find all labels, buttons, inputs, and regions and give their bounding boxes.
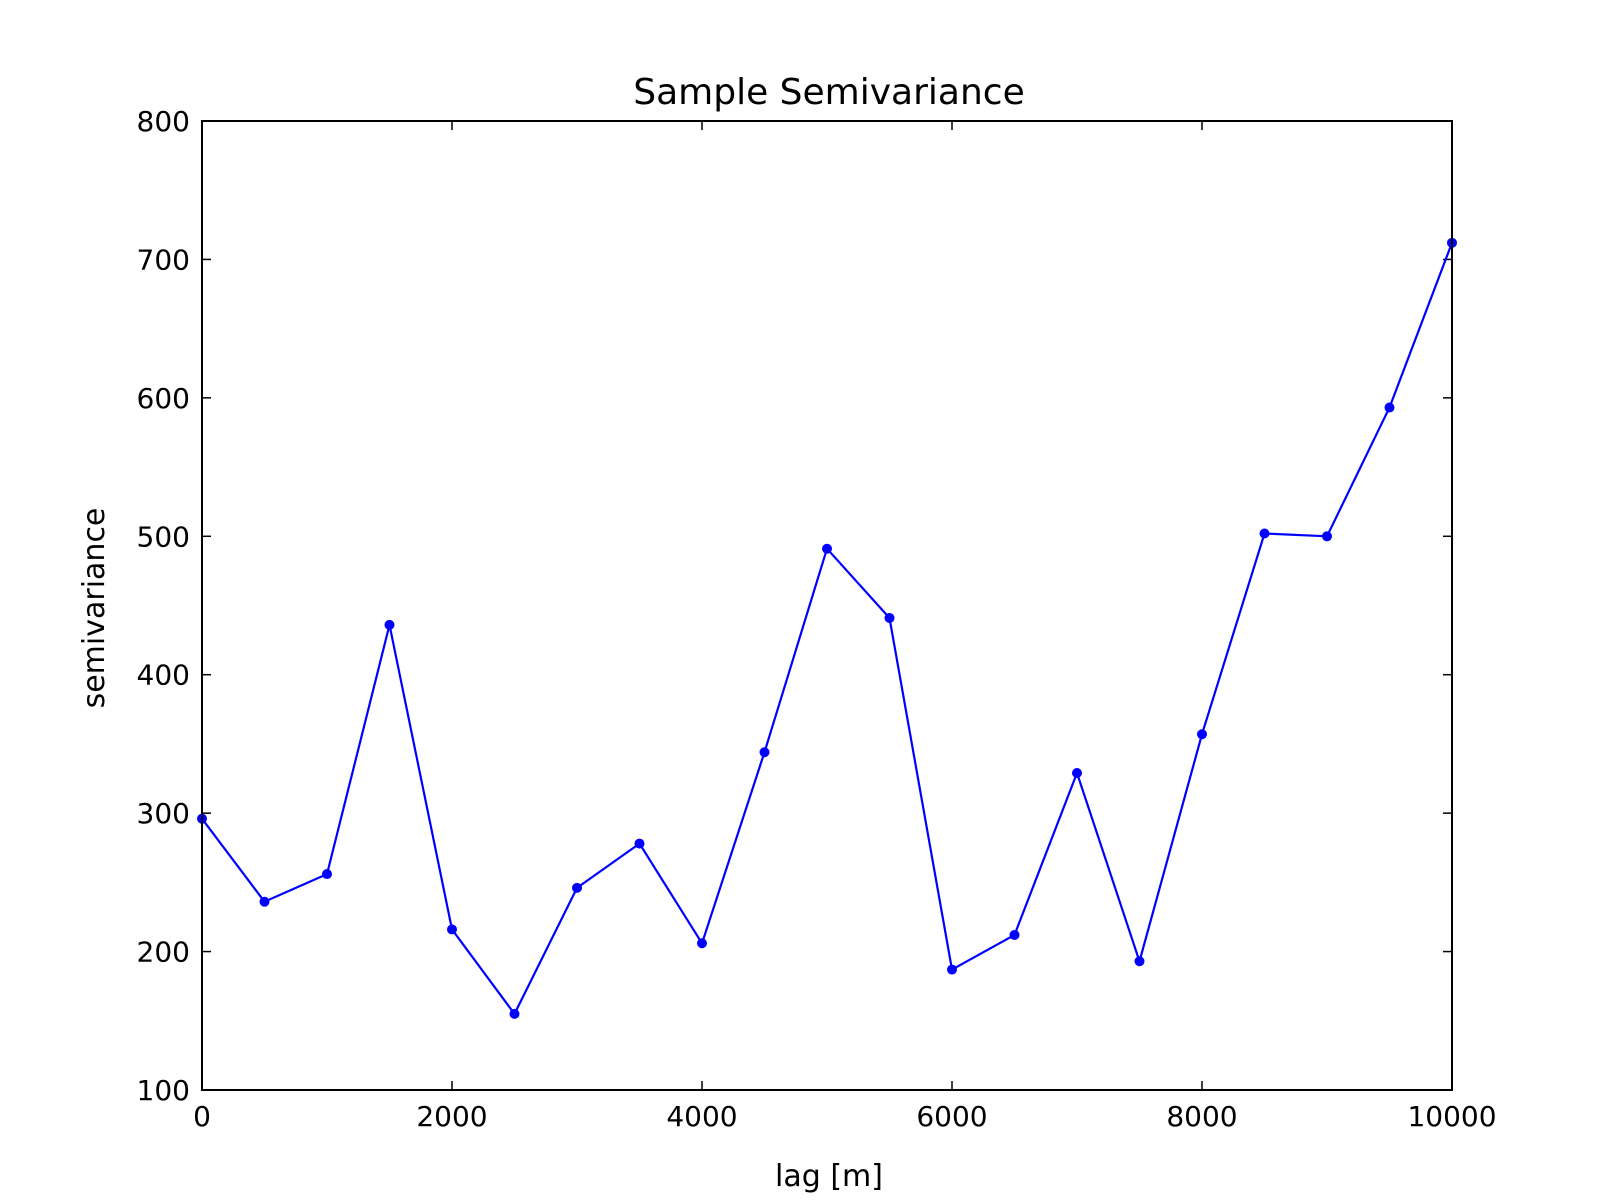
x-tick-label: 2000 bbox=[416, 1100, 487, 1133]
data-point bbox=[572, 882, 582, 893]
data-point bbox=[947, 964, 957, 975]
data-series bbox=[197, 237, 1457, 1019]
data-point bbox=[322, 869, 332, 880]
y-tick-label: 800 bbox=[137, 105, 190, 138]
plot-frame bbox=[201, 120, 1453, 1091]
data-point bbox=[759, 747, 770, 758]
data-point bbox=[447, 924, 457, 935]
data-point bbox=[1322, 531, 1332, 542]
y-axis-label: semivariance bbox=[77, 508, 112, 709]
data-point bbox=[634, 838, 645, 849]
data-point bbox=[1009, 929, 1020, 940]
y-tick-label: 300 bbox=[137, 797, 190, 830]
axis-ticks: 0 2000 4000 6000 8000 10000 100 200 300 400 500 600… bbox=[137, 105, 1497, 1133]
x-tick-label: 0 bbox=[193, 1100, 211, 1133]
y-tick-label: 200 bbox=[137, 936, 190, 969]
y-tick-label: 700 bbox=[137, 243, 190, 276]
data-point bbox=[697, 938, 707, 949]
x-tick-label: 8000 bbox=[1166, 1100, 1237, 1133]
data-point bbox=[822, 543, 832, 554]
data-point bbox=[384, 619, 395, 630]
data-point bbox=[1134, 956, 1145, 967]
x-tick-label: 10000 bbox=[1407, 1100, 1496, 1133]
data-point bbox=[259, 896, 270, 907]
data-point bbox=[884, 612, 895, 623]
x-tick-label: 4000 bbox=[666, 1100, 737, 1133]
data-point bbox=[1384, 402, 1395, 413]
data-point bbox=[1072, 767, 1082, 778]
y-tick-label: 500 bbox=[137, 520, 190, 553]
data-point bbox=[509, 1008, 520, 1019]
data-point bbox=[1197, 729, 1207, 740]
y-tick-label: 400 bbox=[137, 659, 190, 692]
y-tick-label: 100 bbox=[137, 1074, 190, 1107]
y-tick-label: 600 bbox=[137, 382, 190, 415]
data-point bbox=[1259, 528, 1270, 539]
x-axis-label: lag [m] bbox=[775, 1159, 883, 1194]
chart-title: Sample Semivariance bbox=[633, 72, 1024, 113]
x-tick-label: 6000 bbox=[916, 1100, 987, 1133]
